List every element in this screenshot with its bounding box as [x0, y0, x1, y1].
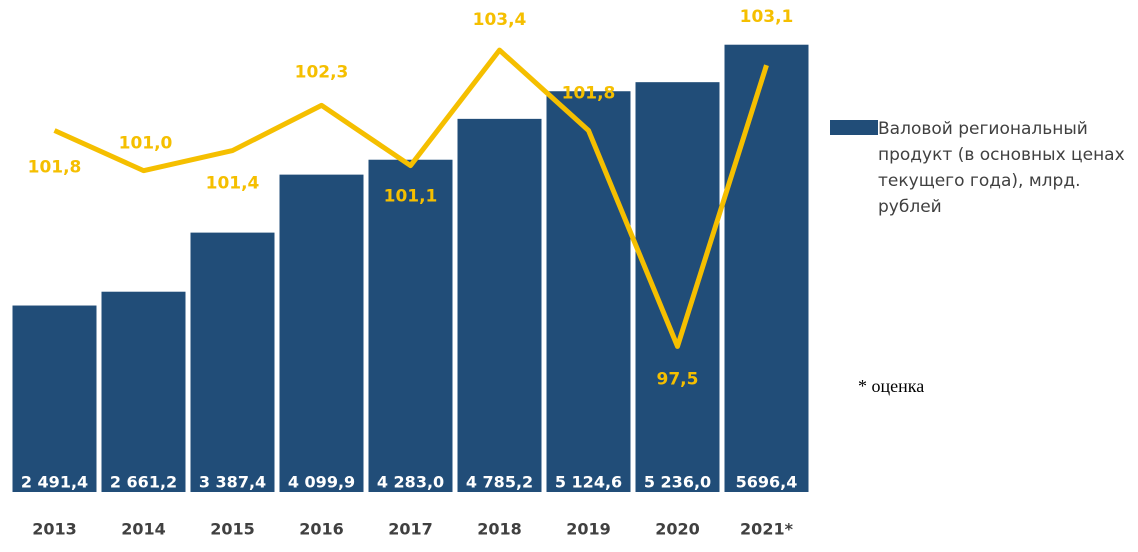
line-label: 102,3 [295, 62, 349, 82]
x-tick-label: 2019 [566, 520, 611, 539]
bar-label: 3 387,4 [199, 473, 266, 492]
bar [190, 232, 275, 493]
bar-label: 4 785,2 [466, 473, 533, 492]
bar-label: 5 236,0 [644, 473, 711, 492]
note: * оценка [858, 376, 925, 396]
x-tick-label: 2015 [210, 520, 255, 539]
bar [546, 91, 631, 493]
legend-label: Валовой региональный продукт (в основных… [878, 119, 1125, 217]
bar-label: 2 491,4 [21, 473, 88, 492]
bar-label: 5696,4 [736, 473, 798, 492]
x-tick-label: 2016 [299, 520, 344, 539]
x-tick-label: 2018 [477, 520, 522, 539]
x-tick-label: 2013 [32, 520, 77, 539]
x-tick-label: 2014 [121, 520, 166, 539]
line-label: 101,8 [28, 157, 82, 177]
line [53, 47, 769, 349]
legend-swatch [830, 120, 878, 135]
bar [279, 174, 364, 492]
bar [635, 82, 720, 492]
legend: Валовой региональный продукт (в основных… [830, 116, 1128, 220]
line-label: 103,4 [473, 10, 527, 30]
bar [101, 291, 186, 492]
bar [368, 159, 453, 492]
bar-label: 4 099,9 [288, 473, 355, 492]
x-tick-label: 2017 [388, 520, 433, 539]
bar-label: 5 124,6 [555, 473, 622, 492]
bar [12, 305, 97, 492]
x-tick-label: 2020 [655, 520, 700, 539]
line-label: 101,1 [384, 187, 438, 207]
bar-label: 4 283,0 [377, 473, 444, 492]
x-tick-label: 2021* [740, 520, 794, 539]
line-label: 101,4 [206, 174, 260, 194]
line-label: 101,8 [562, 83, 616, 103]
bar [724, 44, 809, 493]
line-label: 103,1 [740, 7, 794, 27]
bar-label: 2 661,2 [110, 473, 177, 492]
bar [457, 118, 542, 492]
line-label: 97,5 [657, 369, 699, 389]
line-label: 101,0 [119, 134, 173, 154]
